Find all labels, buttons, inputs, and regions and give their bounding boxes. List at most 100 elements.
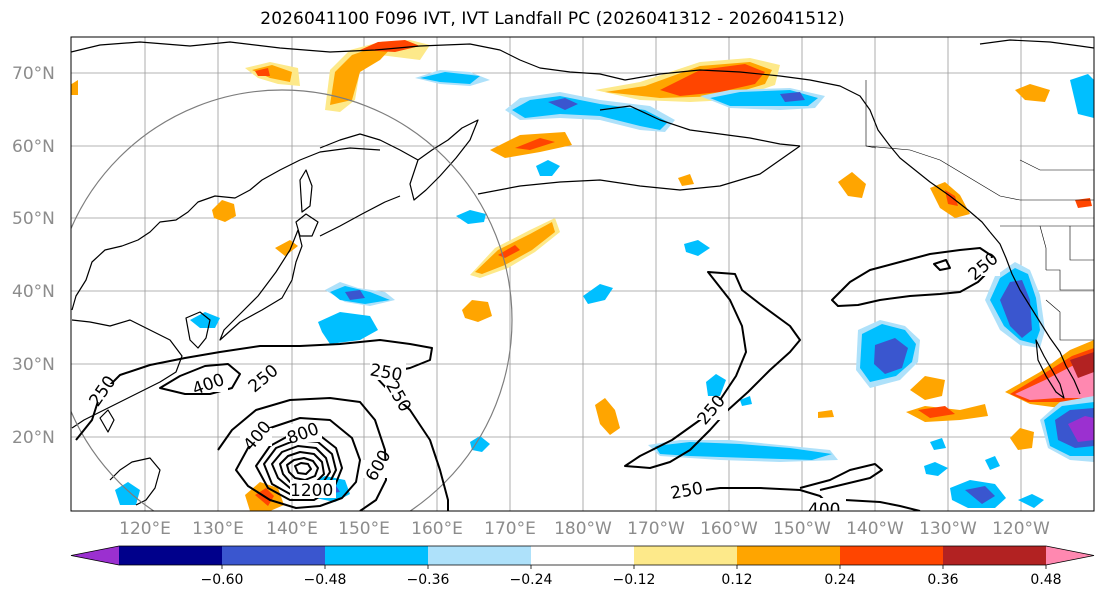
lat-label: 30°N bbox=[12, 355, 55, 375]
ivt-contour bbox=[255, 433, 343, 501]
pc-patch bbox=[583, 284, 613, 304]
pc-patch bbox=[470, 436, 490, 452]
contour-label: 400 bbox=[808, 500, 840, 520]
ivt-contour bbox=[294, 462, 312, 475]
lon-label: 150°W bbox=[773, 519, 831, 539]
lat-label: 20°N bbox=[12, 428, 55, 448]
pc-patch bbox=[874, 338, 908, 374]
lon-label: 130°E bbox=[192, 519, 244, 539]
coastline-bering bbox=[599, 105, 801, 147]
colorbar-tick-label: −0.36 bbox=[407, 572, 450, 588]
coastline-aleutians bbox=[477, 145, 801, 195]
ivt-contour bbox=[217, 397, 387, 511]
border bbox=[1069, 226, 1094, 261]
coastline-asia-east bbox=[71, 147, 381, 311]
coastlines bbox=[71, 39, 1094, 506]
pc-patch bbox=[655, 442, 832, 460]
pc-patch bbox=[1010, 428, 1034, 450]
coastline-kurils bbox=[319, 195, 401, 237]
border bbox=[1046, 269, 1094, 291]
coastline-baja bbox=[1035, 339, 1065, 399]
coastline-philippines bbox=[109, 457, 161, 506]
coastline-asia-north bbox=[71, 41, 626, 81]
ivt-contours bbox=[75, 247, 993, 511]
colorbar-tick-label: 0.24 bbox=[824, 572, 855, 588]
ivt-contour bbox=[844, 499, 921, 511]
pc-patch bbox=[818, 410, 834, 418]
lat-label: 50°N bbox=[12, 209, 55, 229]
lon-label: 160°E bbox=[411, 519, 463, 539]
colorbar-tick-label: 0.36 bbox=[927, 572, 958, 588]
coastline-okhotsk bbox=[319, 133, 419, 161]
ivt-contour bbox=[286, 457, 319, 481]
ivt-contour bbox=[75, 394, 101, 441]
colorbar-extend-high bbox=[1046, 546, 1094, 565]
pc-patch bbox=[462, 300, 492, 322]
pc-patch bbox=[1018, 494, 1044, 508]
ivt-contour bbox=[159, 363, 241, 395]
pc-patch bbox=[945, 190, 958, 206]
coastline-arctic-canada bbox=[979, 39, 1094, 49]
lon-label: 120°E bbox=[119, 519, 171, 539]
coastline-taiwan bbox=[99, 409, 115, 433]
pc-patch bbox=[595, 398, 620, 435]
chart-title: 2026041100 F096 IVT, IVT Landfall PC (20… bbox=[260, 9, 845, 29]
ivt-contour bbox=[279, 451, 325, 487]
coastline-korea bbox=[185, 311, 211, 349]
pc-patch bbox=[1015, 84, 1050, 102]
colorbar-tick-label: −0.60 bbox=[201, 572, 244, 588]
colorbar-segment bbox=[737, 546, 841, 565]
colorbar-segment bbox=[531, 546, 635, 565]
coastline-alaska bbox=[624, 69, 991, 233]
ivt-contour bbox=[99, 339, 449, 511]
coastline-sakhalin bbox=[299, 169, 313, 213]
border bbox=[1045, 299, 1094, 341]
negative-pc-shading bbox=[115, 70, 1094, 508]
pc-patch bbox=[924, 462, 948, 476]
colorbar-segment bbox=[428, 546, 532, 565]
pc-patch bbox=[1068, 416, 1094, 442]
lon-label: 160°W bbox=[700, 519, 758, 539]
pc-patch bbox=[420, 72, 480, 84]
pc-patch bbox=[684, 240, 710, 256]
map-area: 250 400 250 250 250 400 800 600 1200 250… bbox=[71, 37, 1094, 520]
ivt-contour bbox=[271, 445, 331, 491]
ivt-contour bbox=[624, 271, 801, 469]
pc-patch bbox=[212, 200, 236, 222]
pc-patch bbox=[515, 138, 555, 150]
colorbar-ticks: −0.60 −0.48 −0.36 −0.24 −0.12 0.12 0.24 0.36 0.4… bbox=[201, 565, 1062, 588]
ivt-contour bbox=[799, 463, 883, 491]
pc-patch bbox=[678, 174, 694, 186]
pc-patch bbox=[985, 456, 1000, 470]
lon-label: 150°E bbox=[338, 519, 390, 539]
pc-patch bbox=[536, 160, 560, 176]
ivt-contour bbox=[933, 259, 951, 271]
lon-label: 170°E bbox=[484, 519, 536, 539]
pc-patch bbox=[255, 68, 270, 76]
pc-patch bbox=[252, 65, 292, 82]
contour-label: 1200 bbox=[290, 481, 333, 501]
pc-patch bbox=[965, 486, 995, 504]
colorbar-tick-label: −0.12 bbox=[613, 572, 656, 588]
pc-patch bbox=[1070, 352, 1094, 378]
border bbox=[865, 145, 1094, 201]
reference-circle bbox=[71, 89, 513, 511]
lon-label: 130°W bbox=[919, 519, 977, 539]
colorbar-tick-label: −0.48 bbox=[304, 572, 347, 588]
colorbar-segment bbox=[943, 546, 1047, 565]
pc-patch bbox=[838, 172, 866, 198]
pc-patch bbox=[115, 482, 140, 505]
pc-patch bbox=[512, 96, 668, 130]
coastline-japan bbox=[219, 229, 303, 341]
map-frame bbox=[70, 36, 1095, 512]
ivt-contour bbox=[263, 439, 337, 495]
pc-patch bbox=[345, 290, 365, 300]
colorbar-extend-low bbox=[71, 546, 119, 565]
pc-patch bbox=[910, 376, 945, 400]
lon-label: 140°W bbox=[846, 519, 904, 539]
pc-patch bbox=[930, 438, 946, 450]
pc-patch bbox=[498, 245, 520, 258]
border bbox=[1039, 225, 1047, 270]
pc-patch bbox=[740, 396, 752, 406]
